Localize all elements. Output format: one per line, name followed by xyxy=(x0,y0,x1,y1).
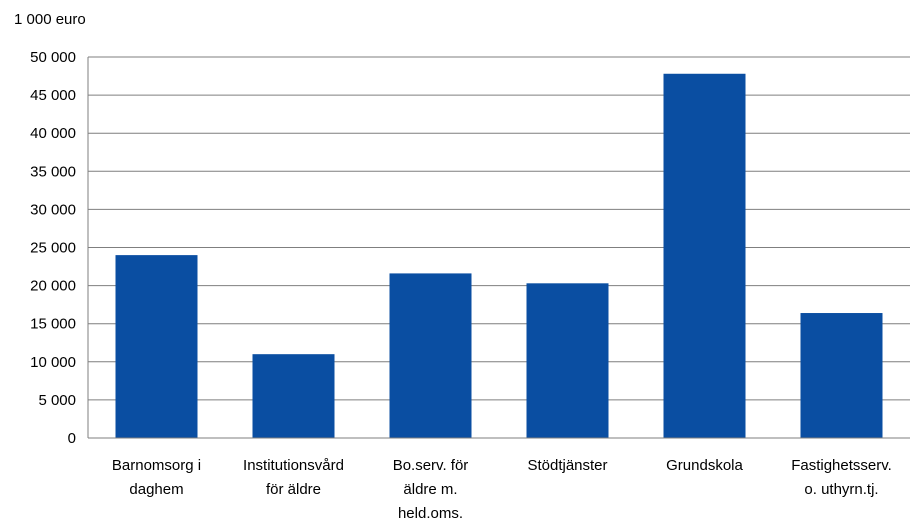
x-category-label: Grundskola xyxy=(666,457,743,474)
x-category-label: Fastighetsserv. o. uthyrn.tj. xyxy=(791,457,892,498)
y-tick-label: 35 000 xyxy=(30,163,76,180)
x-category-label-line: Institutionsvård xyxy=(243,457,344,474)
y-tick-label: 5 000 xyxy=(38,392,76,409)
y-tick-label: 15 000 xyxy=(30,316,76,333)
x-category-label: Bo.serv. för äldre m. held.oms. xyxy=(393,457,469,522)
x-category-label-line: Bo.serv. för xyxy=(393,457,469,474)
y-axis-unit-label: 1 000 euro xyxy=(14,11,86,28)
bars xyxy=(115,73,883,438)
bar xyxy=(115,255,198,438)
x-category-label-line: äldre m. xyxy=(403,481,457,498)
x-category-label: Barnomsorg i daghem xyxy=(112,457,201,498)
y-tick-label: 20 000 xyxy=(30,278,76,295)
y-tick-labels: 0 5 000 10 000 15 000 20 000 25 000 30 000 35 0… xyxy=(30,49,76,447)
y-tick-label: 40 000 xyxy=(30,125,76,142)
y-tick-label: 45 000 xyxy=(30,87,76,104)
x-category-label-line: daghem xyxy=(129,481,183,498)
y-tick-label: 0 xyxy=(68,430,76,447)
bar xyxy=(663,73,746,438)
x-category-labels: Barnomsorg i daghem Institutionsvård för äl… xyxy=(112,457,892,522)
bar xyxy=(526,283,609,438)
x-category-label-line: Fastighetsserv. xyxy=(791,457,892,474)
x-category-label: Institutionsvård för äldre xyxy=(243,457,344,498)
x-category-label-line: Barnomsorg i xyxy=(112,457,201,474)
y-tick-label: 10 000 xyxy=(30,354,76,371)
axes xyxy=(87,57,910,439)
x-category-label-line: o. uthyrn.tj. xyxy=(804,481,878,498)
x-category-label-line: för äldre xyxy=(266,481,321,498)
y-tick-label: 50 000 xyxy=(30,49,76,66)
y-tick-label: 25 000 xyxy=(30,240,76,257)
x-category-label-line: held.oms. xyxy=(398,505,463,522)
x-category-label: Stödtjänster xyxy=(527,457,607,474)
x-category-label-line: Grundskola xyxy=(666,457,743,474)
bar xyxy=(252,354,335,438)
bar xyxy=(389,273,472,438)
bar xyxy=(800,313,883,438)
x-category-label-line: Stödtjänster xyxy=(527,457,607,474)
y-tick-label: 30 000 xyxy=(30,201,76,218)
gridlines xyxy=(88,56,910,401)
